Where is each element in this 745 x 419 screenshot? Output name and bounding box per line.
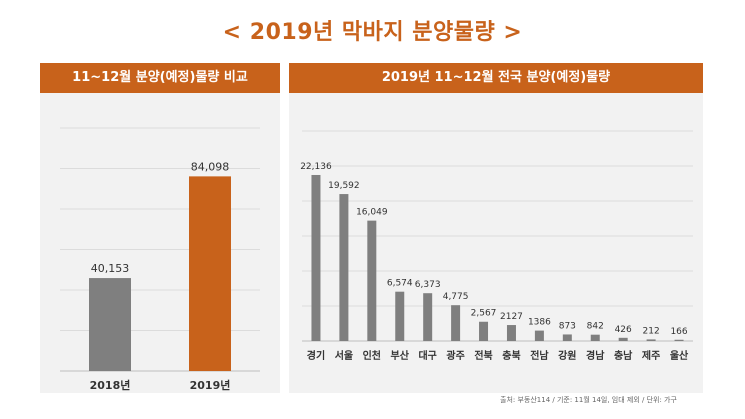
data-label-강원: 873 (559, 321, 576, 331)
data-label-2018년: 40,153 (91, 262, 130, 275)
category-label-제주: 제주 (642, 349, 660, 362)
data-label-경기: 22,136 (300, 162, 332, 172)
category-label-2019년: 2019년 (190, 378, 231, 392)
data-label-광주: 4,775 (443, 292, 469, 302)
category-label-강원: 강원 (558, 349, 576, 362)
comparison-chart-title: 11~12월 분양(예정)물량 비교 (40, 63, 280, 93)
data-label-제주: 212 (643, 326, 660, 336)
data-label-대구: 6,373 (415, 280, 441, 290)
data-label-충북: 2127 (500, 312, 523, 322)
regional-bar-chart: 22,136 경기 19,592 서울 16,049 인천 6,574 부산 6,373 대구 4,… (300, 130, 693, 362)
data-label-부산: 6,574 (387, 279, 413, 289)
category-label-충북: 충북 (502, 349, 520, 362)
bar-대구 (423, 293, 433, 341)
data-label-전북: 2,567 (471, 309, 497, 319)
bar-경남 (590, 334, 600, 341)
category-label-경기: 경기 (307, 349, 325, 362)
bar-전북 (479, 321, 489, 341)
category-label-충남: 충남 (614, 349, 633, 362)
data-label-서울: 19,592 (328, 181, 360, 191)
bar-충남 (618, 337, 628, 341)
bar-서울 (339, 194, 349, 341)
data-label-2019년: 84,098 (191, 160, 230, 173)
bar-제주 (646, 339, 656, 341)
bar-광주 (451, 305, 461, 341)
category-label-전북: 전북 (474, 349, 492, 362)
category-label-대구: 대구 (418, 349, 436, 362)
category-label-경남: 경남 (586, 349, 605, 362)
category-label-광주: 광주 (446, 350, 464, 362)
page-title: < 2019년 막바지 분양물량 > (222, 20, 523, 45)
bar-부산 (395, 291, 405, 341)
bar-경기 (311, 174, 321, 341)
bar-2019년 (189, 176, 231, 371)
regional-chart-title: 2019년 11~12월 전국 분양(예정)물량 (289, 63, 703, 93)
comparison-bar-chart: 40,153 2018년 84,098 2019년 (60, 127, 260, 392)
source-note: 출처: 부동산114 / 기준: 11월 14일, 임대 제외 / 단위: 가구 (500, 396, 677, 404)
data-label-전남: 1386 (528, 318, 551, 328)
category-label-서울: 서울 (335, 349, 353, 362)
regional-panel: 2019년 11~12월 전국 분양(예정)물량 22,136 경기 19,592 서… (289, 63, 703, 393)
category-label-울산: 울산 (670, 349, 689, 362)
bar-울산 (674, 339, 684, 341)
category-label-전남: 전남 (530, 349, 549, 362)
bar-충북 (506, 325, 516, 341)
data-label-경남: 842 (587, 322, 604, 332)
bar-인천 (367, 220, 377, 341)
bar-강원 (562, 334, 572, 341)
data-label-충남: 426 (615, 325, 632, 335)
data-label-인천: 16,049 (356, 208, 388, 218)
comparison-panel: 11~12월 분양(예정)물량 비교 40,153 2018년 84,098 2019… (40, 63, 280, 393)
bar-전남 (534, 330, 544, 341)
category-label-인천: 인천 (363, 349, 381, 362)
bar-2018년 (89, 278, 131, 371)
data-label-울산: 166 (670, 327, 687, 337)
category-label-2018년: 2018년 (90, 378, 131, 392)
category-label-부산: 부산 (391, 349, 410, 362)
